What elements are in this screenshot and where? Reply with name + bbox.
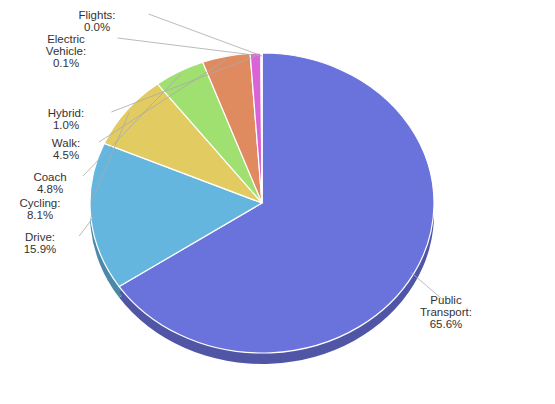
svg-text:Walk:4.5%: Walk:4.5% <box>52 137 80 161</box>
svg-text:Cycling:8.1%: Cycling:8.1% <box>20 197 61 221</box>
svg-text:Coach4.8%: Coach4.8% <box>33 171 66 195</box>
svg-text:Drive:15.9%: Drive:15.9% <box>24 231 57 255</box>
svg-text:Hybrid:1.0%: Hybrid:1.0% <box>48 107 84 131</box>
svg-text:Flights:0.0%: Flights:0.0% <box>78 9 115 33</box>
svg-text:ElectricVehicle:0.1%: ElectricVehicle:0.1% <box>46 33 86 69</box>
svg-text:PublicTransport:65.6%: PublicTransport:65.6% <box>420 294 472 330</box>
